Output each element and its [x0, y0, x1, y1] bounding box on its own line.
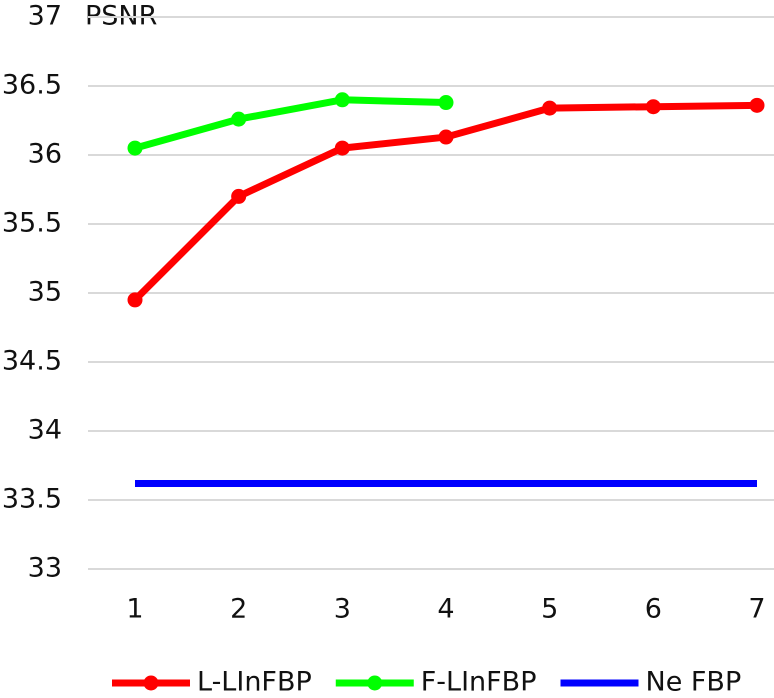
data-point	[127, 292, 143, 308]
y-tick-label: 37	[28, 1, 62, 32]
x-tick-label: 6	[645, 594, 662, 625]
x-tick-label: 4	[437, 594, 454, 625]
legend-marker	[143, 675, 159, 691]
y-tick-label: 36	[28, 139, 62, 170]
data-point	[438, 129, 454, 145]
series-line	[134, 96, 447, 152]
data-point	[231, 188, 247, 204]
data-point	[749, 97, 765, 113]
data-point	[645, 99, 661, 115]
legend-label: F-LInFBP	[421, 667, 537, 698]
data-point	[334, 92, 350, 108]
data-point	[438, 95, 454, 111]
y-tick-label: 33.5	[2, 484, 62, 515]
y-tick-label: 33	[28, 553, 62, 584]
y-tick-label: 34.5	[2, 346, 62, 377]
legend-label: Ne FBP	[646, 667, 742, 698]
x-tick-label: 3	[334, 594, 351, 625]
legend-label: L-LInFBP	[197, 667, 312, 698]
y-tick-label: 35.5	[2, 208, 62, 239]
data-point	[334, 140, 350, 156]
legend-marker	[367, 675, 383, 691]
y-tick-label: 34	[28, 415, 62, 446]
data-point	[542, 100, 558, 116]
data-point	[127, 140, 143, 156]
x-tick-label: 5	[541, 594, 558, 625]
x-tick-label: 2	[230, 594, 247, 625]
x-tick-label: 1	[126, 594, 143, 625]
data-point	[231, 111, 247, 127]
x-tick-label: 7	[748, 594, 765, 625]
y-tick-label: 36.5	[2, 70, 62, 101]
y-tick-label: 35	[28, 277, 62, 308]
